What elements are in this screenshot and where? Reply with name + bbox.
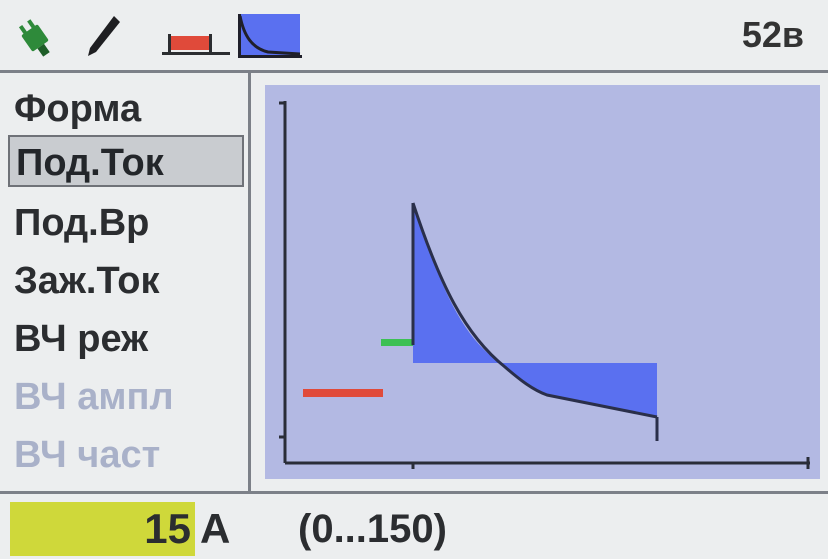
parameter-menu: Форма Под.Ток Под.Вр Заж.Ток ВЧ реж ВЧ а…	[0, 73, 251, 491]
voltage-readout: 52в	[741, 14, 804, 55]
axes	[279, 101, 810, 469]
mode-bar-icon	[162, 34, 230, 55]
ignition-current-segment	[381, 339, 413, 346]
decay-fill	[413, 203, 500, 363]
plot-area	[265, 85, 820, 479]
menu-item-pilot-time[interactable]: Под.Вр	[14, 202, 150, 244]
current-value: 15	[144, 505, 191, 552]
waveform-graph	[251, 73, 828, 491]
menu-item-shape[interactable]: Форма	[14, 88, 142, 130]
menu-item-hf-amplitude: ВЧ ампл	[14, 376, 174, 418]
pilot-current-segment	[303, 389, 383, 397]
current-unit: A	[200, 505, 231, 552]
status-bar: 52в	[0, 0, 828, 73]
plug-icon	[18, 19, 50, 57]
menu-item-ignition-current[interactable]: Заж.Ток	[14, 260, 160, 302]
waveform-icon	[238, 14, 302, 58]
value-highlight[interactable]: 15	[10, 502, 195, 556]
value-bar: 15 A (0...150)	[0, 491, 828, 559]
menu-item-hf-frequency: ВЧ част	[14, 434, 161, 476]
current-curve	[411, 202, 658, 419]
menu-item-pilot-current[interactable]: Под.Ток	[8, 135, 244, 187]
main-current-fill	[500, 363, 657, 417]
electrode-icon	[88, 16, 120, 56]
menu-item-hf-mode[interactable]: ВЧ реж	[14, 318, 149, 360]
value-range: (0...150)	[298, 507, 447, 551]
waveform-diagram	[279, 101, 810, 469]
